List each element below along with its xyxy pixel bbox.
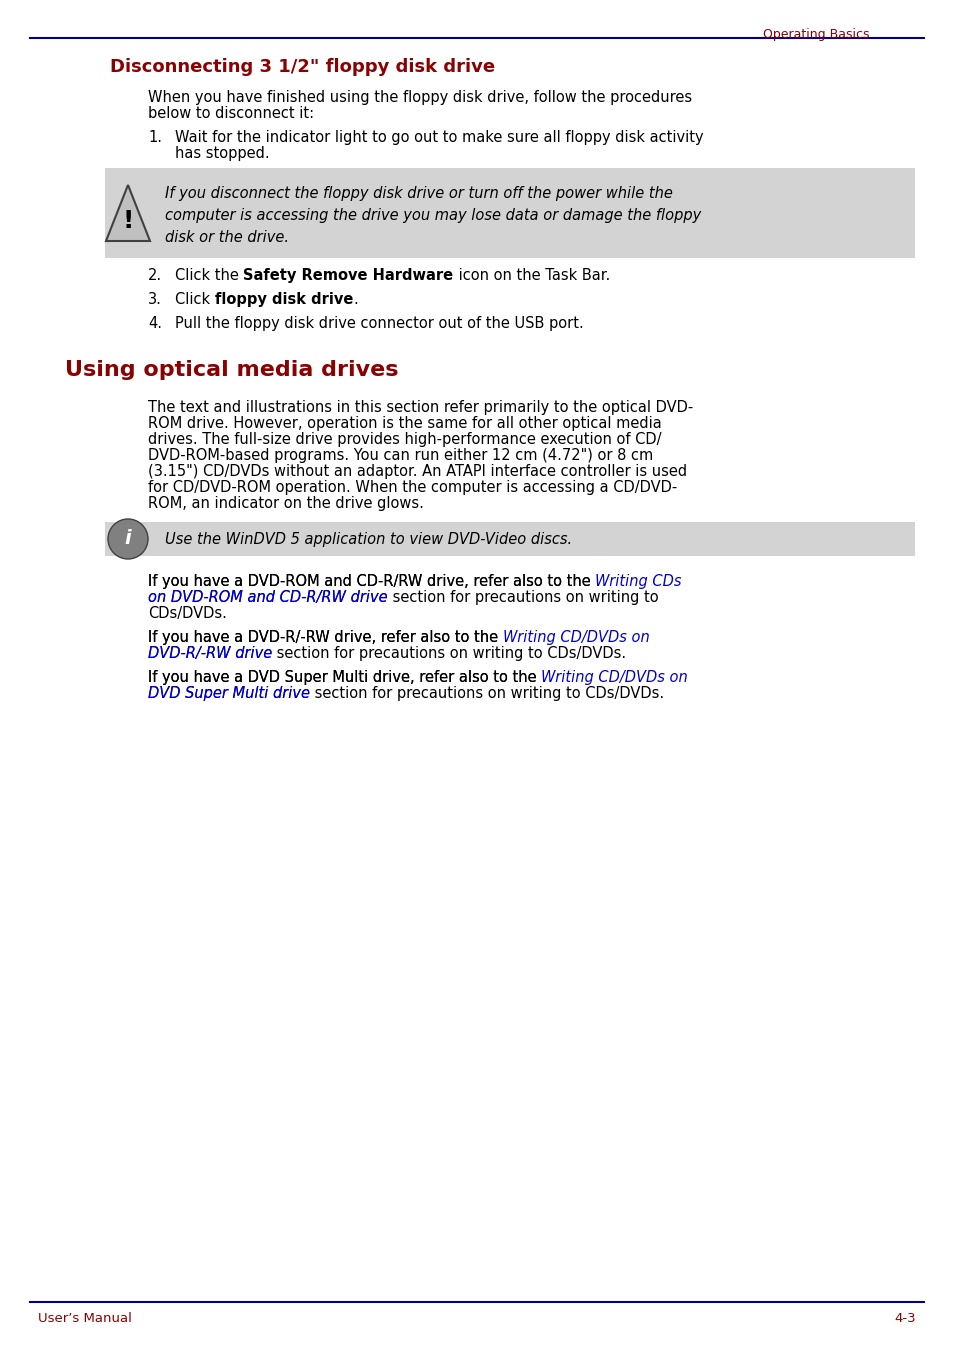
Text: DVD Super Multi drive: DVD Super Multi drive (148, 685, 310, 700)
Text: has stopped.: has stopped. (174, 146, 270, 161)
Text: DVD Super Multi drive: DVD Super Multi drive (148, 685, 310, 700)
Text: !: ! (122, 210, 133, 233)
Text: on DVD-ROM and CD-R/RW drive: on DVD-ROM and CD-R/RW drive (148, 589, 387, 604)
Text: DVD-R/-RW drive: DVD-R/-RW drive (148, 646, 272, 661)
FancyBboxPatch shape (105, 168, 914, 258)
Text: .: . (353, 292, 357, 307)
FancyBboxPatch shape (105, 522, 914, 556)
Text: on DVD-ROM and CD-R/RW drive: on DVD-ROM and CD-R/RW drive (148, 589, 387, 604)
Text: If you have a DVD-R/-RW drive, refer also to the: If you have a DVD-R/-RW drive, refer als… (148, 630, 502, 645)
Text: section for precautions on writing to CDs/DVDs.: section for precautions on writing to CD… (272, 646, 626, 661)
Text: 4-3: 4-3 (893, 1311, 915, 1325)
Text: Writing CDs: Writing CDs (595, 575, 681, 589)
Text: CDs/DVDs.: CDs/DVDs. (148, 606, 227, 621)
Text: below to disconnect it:: below to disconnect it: (148, 105, 314, 120)
Text: disk or the drive.: disk or the drive. (165, 230, 289, 245)
Text: If you have a DVD-R/-RW drive, refer also to the: If you have a DVD-R/-RW drive, refer als… (148, 630, 502, 645)
Text: Using optical media drives: Using optical media drives (65, 360, 398, 380)
Text: for CD/DVD-ROM operation. When the computer is accessing a CD/DVD-: for CD/DVD-ROM operation. When the compu… (148, 480, 677, 495)
Polygon shape (106, 185, 150, 241)
Text: Operating Basics: Operating Basics (762, 28, 869, 41)
Text: 3.: 3. (148, 292, 162, 307)
Text: Pull the floppy disk drive connector out of the USB port.: Pull the floppy disk drive connector out… (174, 316, 583, 331)
Text: Click the: Click the (174, 268, 243, 283)
Text: DVD-ROM-based programs. You can run either 12 cm (4.72") or 8 cm: DVD-ROM-based programs. You can run eith… (148, 448, 653, 462)
Text: When you have finished using the floppy disk drive, follow the procedures: When you have finished using the floppy … (148, 91, 691, 105)
Text: ROM drive. However, operation is the same for all other optical media: ROM drive. However, operation is the sam… (148, 416, 661, 431)
Text: The text and illustrations in this section refer primarily to the optical DVD-: The text and illustrations in this secti… (148, 400, 693, 415)
Text: section for precautions on writing to: section for precautions on writing to (387, 589, 658, 604)
Text: Writing CD/DVDs on: Writing CD/DVDs on (502, 630, 649, 645)
Text: If you have a DVD Super Multi drive, refer also to the: If you have a DVD Super Multi drive, ref… (148, 671, 540, 685)
Text: ROM, an indicator on the drive glows.: ROM, an indicator on the drive glows. (148, 496, 423, 511)
Text: section for precautions on writing to CDs/DVDs.: section for precautions on writing to CD… (310, 685, 663, 700)
Text: DVD-R/-RW drive: DVD-R/-RW drive (148, 646, 272, 661)
Text: 4.: 4. (148, 316, 162, 331)
Text: floppy disk drive: floppy disk drive (214, 292, 353, 307)
Text: User’s Manual: User’s Manual (38, 1311, 132, 1325)
Text: If you have a DVD-ROM and CD-R/RW drive, refer also to the: If you have a DVD-ROM and CD-R/RW drive,… (148, 575, 595, 589)
Text: 2.: 2. (148, 268, 162, 283)
Text: (3.15") CD/DVDs without an adaptor. An ATAPI interface controller is used: (3.15") CD/DVDs without an adaptor. An A… (148, 464, 686, 479)
Text: i: i (125, 530, 132, 549)
Text: Wait for the indicator light to go out to make sure all floppy disk activity: Wait for the indicator light to go out t… (174, 130, 703, 145)
Circle shape (108, 519, 148, 558)
Text: computer is accessing the drive you may lose data or damage the floppy: computer is accessing the drive you may … (165, 208, 700, 223)
Text: Click: Click (174, 292, 214, 307)
Text: If you disconnect the floppy disk drive or turn off the power while the: If you disconnect the floppy disk drive … (165, 187, 672, 201)
Text: Safety Remove Hardware: Safety Remove Hardware (243, 268, 453, 283)
Text: If you have a DVD-ROM and CD-R/RW drive, refer also to the: If you have a DVD-ROM and CD-R/RW drive,… (148, 575, 595, 589)
Text: drives. The full-size drive provides high-performance execution of CD/: drives. The full-size drive provides hig… (148, 433, 660, 448)
Text: Disconnecting 3 1/2" floppy disk drive: Disconnecting 3 1/2" floppy disk drive (110, 58, 495, 76)
Text: If you have a DVD Super Multi drive, refer also to the: If you have a DVD Super Multi drive, ref… (148, 671, 540, 685)
Text: Writing CD/DVDs on: Writing CD/DVDs on (540, 671, 687, 685)
Text: Use the WinDVD 5 application to view DVD-Video discs.: Use the WinDVD 5 application to view DVD… (165, 531, 572, 548)
Text: 1.: 1. (148, 130, 162, 145)
Text: icon on the Task Bar.: icon on the Task Bar. (453, 268, 609, 283)
